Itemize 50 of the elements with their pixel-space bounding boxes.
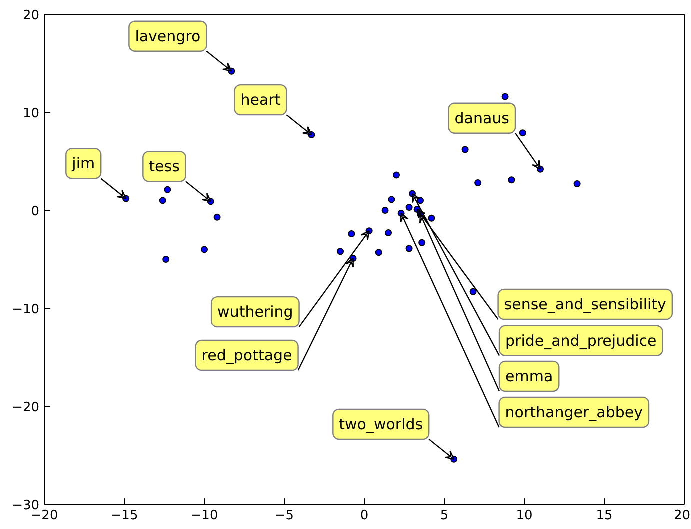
annotation: jim (71, 154, 96, 173)
x-tick-label: −15 (110, 508, 138, 524)
x-tick-label: 10 (516, 508, 533, 524)
x-tick-label: 20 (674, 508, 691, 524)
point (162, 256, 170, 263)
y-tick-label: 10 (22, 106, 40, 122)
point (406, 245, 413, 252)
y-tick-label: 20 (22, 8, 40, 24)
x-tick-label: 5 (440, 508, 449, 524)
point (159, 197, 166, 204)
point (375, 249, 382, 256)
point (462, 146, 469, 154)
y-tick-label: −20 (12, 400, 40, 416)
point (508, 176, 516, 184)
point (337, 248, 344, 256)
annotation: emma (506, 367, 554, 386)
annotation: wuthering (218, 303, 294, 322)
annotation: two_worlds (339, 415, 424, 434)
y-tick-label: 0 (31, 204, 40, 220)
point (519, 130, 526, 137)
point (470, 288, 477, 296)
annotation: lavengro (135, 27, 201, 46)
point (574, 180, 581, 188)
point (393, 172, 400, 179)
annotation: heart (240, 91, 281, 110)
point (502, 93, 509, 100)
y-tick-label: −10 (12, 302, 40, 318)
x-tick-label: 15 (596, 508, 613, 524)
annotation: danaus (454, 109, 510, 128)
y-tick-label: −30 (12, 498, 40, 514)
x-tick-label: 0 (360, 508, 369, 524)
point (385, 230, 392, 237)
point (388, 196, 396, 204)
point (164, 186, 172, 194)
point (417, 197, 424, 204)
annotation: pride_and_prejudice (506, 332, 657, 350)
annotation: northanger_abbey (505, 403, 644, 422)
x-tick-label: −5 (274, 508, 294, 524)
point (201, 246, 208, 254)
point (474, 180, 482, 187)
point (428, 214, 436, 222)
point (406, 204, 413, 212)
annotation: tess (149, 158, 180, 176)
point (418, 239, 426, 246)
annotation: red_pottage (202, 346, 292, 365)
x-tick-label: −10 (190, 508, 218, 524)
point (348, 230, 356, 238)
point (382, 207, 389, 214)
annotation: sense_and_sensibility (504, 296, 667, 314)
point (214, 214, 221, 221)
